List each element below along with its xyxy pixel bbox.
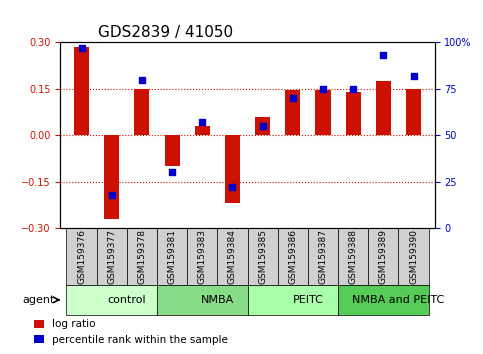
Text: GSM159389: GSM159389: [379, 229, 388, 284]
Text: GSM159388: GSM159388: [349, 229, 358, 284]
Legend: log ratio, percentile rank within the sample: log ratio, percentile rank within the sa…: [29, 315, 232, 349]
Point: [138, 77, 146, 82]
Text: GSM159377: GSM159377: [107, 229, 116, 284]
Point: [199, 119, 206, 125]
Text: GSM159386: GSM159386: [288, 229, 298, 284]
Text: NMBA: NMBA: [201, 295, 234, 305]
Point: [259, 123, 267, 129]
Bar: [376, 81, 391, 135]
Bar: [406, 89, 421, 135]
FancyBboxPatch shape: [398, 228, 429, 285]
FancyBboxPatch shape: [157, 285, 248, 315]
Text: GSM159387: GSM159387: [318, 229, 327, 284]
FancyBboxPatch shape: [308, 228, 338, 285]
FancyBboxPatch shape: [369, 228, 398, 285]
Bar: [315, 90, 330, 135]
Text: GSM159384: GSM159384: [228, 229, 237, 284]
FancyBboxPatch shape: [127, 228, 157, 285]
Text: GSM159385: GSM159385: [258, 229, 267, 284]
Bar: [195, 126, 210, 135]
FancyBboxPatch shape: [248, 285, 338, 315]
FancyBboxPatch shape: [217, 228, 248, 285]
FancyBboxPatch shape: [97, 228, 127, 285]
Text: GSM159378: GSM159378: [137, 229, 146, 284]
Text: GSM159383: GSM159383: [198, 229, 207, 284]
Point: [168, 170, 176, 175]
Bar: [255, 117, 270, 135]
Point: [228, 184, 236, 190]
FancyBboxPatch shape: [338, 228, 369, 285]
Point: [289, 95, 297, 101]
FancyBboxPatch shape: [67, 285, 157, 315]
Bar: [346, 92, 361, 135]
Point: [349, 86, 357, 92]
Point: [108, 192, 115, 198]
Text: NMBA and PEITC: NMBA and PEITC: [353, 295, 444, 305]
Text: control: control: [108, 295, 146, 305]
Point: [78, 45, 85, 51]
Bar: [165, 135, 180, 166]
Text: GSM159376: GSM159376: [77, 229, 86, 284]
Text: GDS2839 / 41050: GDS2839 / 41050: [98, 25, 233, 40]
FancyBboxPatch shape: [157, 228, 187, 285]
FancyBboxPatch shape: [278, 228, 308, 285]
FancyBboxPatch shape: [338, 285, 429, 315]
Bar: [285, 90, 300, 135]
Bar: [74, 47, 89, 135]
Bar: [225, 135, 240, 203]
Point: [410, 73, 417, 79]
Text: GSM159390: GSM159390: [409, 229, 418, 284]
Text: GSM159381: GSM159381: [168, 229, 177, 284]
FancyBboxPatch shape: [187, 228, 217, 285]
Point: [380, 53, 387, 58]
Text: agent: agent: [22, 295, 54, 305]
Point: [319, 86, 327, 92]
Bar: [134, 89, 149, 135]
FancyBboxPatch shape: [248, 228, 278, 285]
Text: PEITC: PEITC: [293, 295, 323, 305]
Bar: [104, 135, 119, 219]
FancyBboxPatch shape: [67, 228, 97, 285]
